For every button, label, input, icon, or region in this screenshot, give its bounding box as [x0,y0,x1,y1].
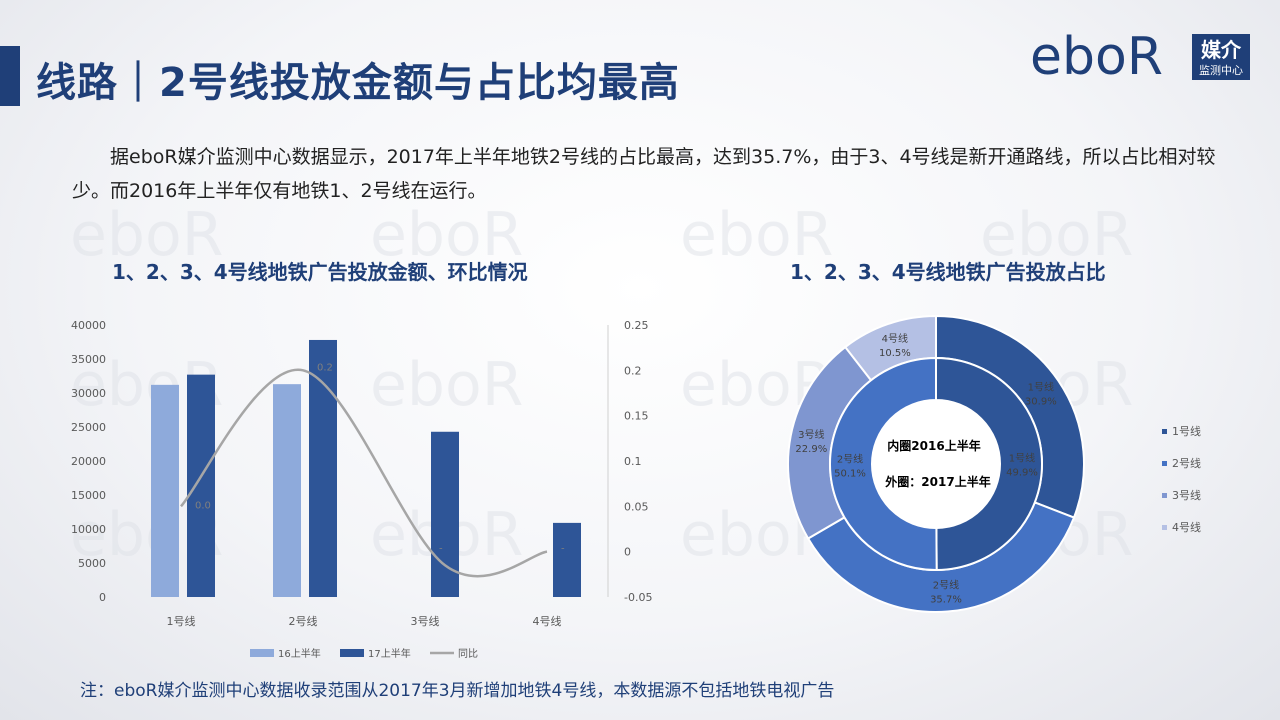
x-tick-label: 1号线 [167,614,196,628]
watermark: eboR [70,200,224,270]
x-tick-label: 4号线 [533,614,562,628]
y2-tick-label: -0.05 [624,591,652,604]
watermark: eboR [370,200,524,270]
y2-tick-label: 0.1 [624,455,642,468]
y2-tick-label: 0.25 [624,319,649,332]
legend-label: 2号线 [1172,456,1201,470]
title-accent-bar [0,46,20,106]
ebor-logo: eboR 媒介 监测中心 [1030,28,1250,84]
line-data-label: - [439,544,443,555]
y-tick-label: 35000 [71,353,106,366]
summary-paragraph: 据eboR媒介监测中心数据显示，2017年上半年地铁2号线的占比最高，达到35.… [72,146,1216,202]
legend-swatch [250,649,274,657]
bar-16上半年 [151,384,179,597]
donut-chart: 1号线 30.9% 2号线 35.7% 3号线 22.9% 4号线 10.5% 1号线 49.9%… [787,314,1201,613]
legend-swatch [1162,429,1167,434]
donut-hole [872,400,1000,528]
page-title: 线路｜2号线投放金额与占比均最高 [36,60,680,106]
y-tick-label: 15000 [71,489,106,502]
line-data-label: 0.0 [195,500,211,511]
outer-label-value: 10.5% [879,348,911,359]
outer-label-value: 30.9% [1025,396,1057,407]
bar-17上半年 [309,339,337,597]
x-tick-label: 2号线 [289,614,318,628]
outer-label-name: 3号线 [798,428,824,441]
line-同比 [180,368,548,578]
inner-label-value: 49.9% [1006,468,1038,479]
legend-label: 4号线 [1172,520,1201,534]
legend-label: 16上半年 [278,647,321,660]
outer-label-value: 35.7% [930,595,962,606]
bar-17上半年 [187,374,215,597]
y2-tick-label: 0.15 [624,410,649,423]
line-data-label: - [561,544,565,555]
y-tick-label: 0 [99,591,106,604]
outer-label-name: 2号线 [933,579,959,592]
outer-label-name: 4号线 [882,332,908,345]
bar-17上半年 [553,522,581,597]
legend-label: 同比 [458,648,478,660]
footnote: 注：eboR媒介监测中心数据收录范围从2017年3月新增加地铁4号线，本数据源不… [80,681,835,701]
legend-swatch [1162,461,1167,466]
legend-label: 3号线 [1172,488,1201,502]
legend-label: 17上半年 [368,647,411,660]
legend-swatch [1162,525,1167,530]
bar-line-chart: 40000 35000 30000 25000 20000 15000 10000 5000 0… [71,319,652,660]
logo-badge [1192,34,1250,80]
outer-label-name: 1号线 [1028,380,1054,393]
watermark: eboR [370,350,524,420]
x-tick-label: 3号线 [411,614,440,628]
line-data-label: 0.2 [317,362,333,373]
bar-17上半年 [431,431,459,597]
logo-badge-text-2: 监测中心 [1199,64,1243,77]
inner-label-name: 2号线 [837,452,863,465]
outer-label-value: 22.9% [795,444,827,455]
y-tick-label: 20000 [71,455,106,468]
y-tick-label: 5000 [78,557,106,570]
legend-label: 1号线 [1172,424,1201,438]
logo-text: eboR [1030,28,1163,84]
bar-16上半年 [273,384,301,597]
legend-swatch [340,649,364,657]
y2-tick-label: 0 [624,546,631,559]
logo-badge-text-1: 媒介 [1201,38,1242,62]
y-tick-label: 40000 [71,319,106,332]
inner-label-value: 50.1% [834,468,866,479]
center-text-1: 内圈2016上半年 [887,438,980,453]
bar-chart-title: 1、2、3、4号线地铁广告投放金额、环比情况 [112,260,528,284]
y2-tick-label: 0.2 [624,364,642,377]
watermark: eboR [980,200,1134,270]
donut-chart-title: 1、2、3、4号线地铁广告投放占比 [790,260,1106,284]
inner-label-name: 1号线 [1009,452,1035,465]
y-tick-label: 10000 [71,523,106,536]
watermark: eboR [680,200,834,270]
y-tick-label: 30000 [71,387,106,400]
y-tick-label: 25000 [71,421,106,434]
y2-tick-label: 0.05 [624,500,649,513]
center-text-2: 外圈：2017上半年 [885,474,990,489]
legend-swatch [1162,493,1167,498]
